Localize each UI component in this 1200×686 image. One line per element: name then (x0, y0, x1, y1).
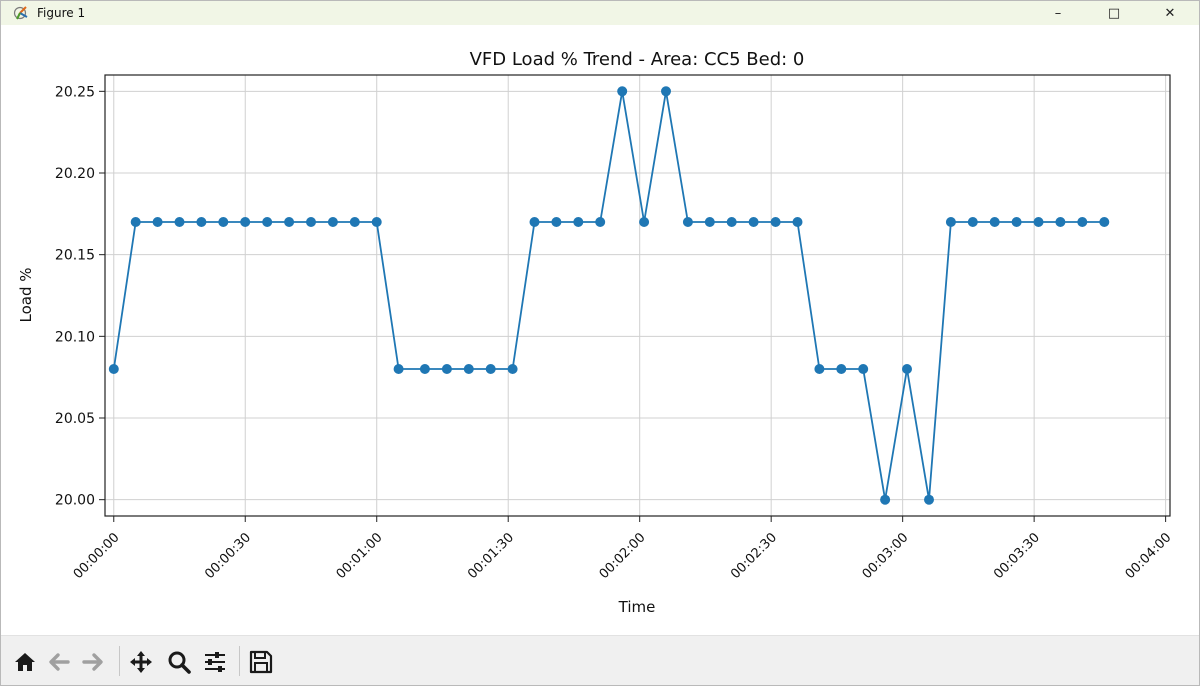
window-title: Figure 1 (37, 6, 86, 20)
data-point (371, 217, 382, 227)
data-point (485, 364, 496, 374)
x-tick-label: 00:03:30 (991, 530, 1043, 582)
data-point (639, 217, 650, 227)
data-point (1033, 217, 1044, 227)
data-point (529, 217, 540, 227)
data-point (393, 364, 404, 374)
matplotlib-app-icon (13, 4, 31, 22)
data-point (130, 217, 141, 227)
data-point (726, 217, 737, 227)
y-tick-label: 20.20 (55, 166, 95, 182)
close-icon: ✕ (1164, 5, 1176, 21)
data-point (836, 364, 847, 374)
pan-button[interactable] (127, 648, 155, 676)
series-line (112, 91, 1105, 500)
x-tick-label: 00:00:30 (202, 530, 254, 582)
data-point (989, 217, 1000, 227)
data-point (748, 217, 759, 227)
data-point (306, 217, 316, 227)
maximize-icon: □ (1107, 5, 1121, 21)
data-point (262, 217, 273, 227)
magnifier-icon (168, 651, 191, 674)
data-point (945, 217, 956, 227)
y-tick-label: 20.15 (55, 248, 95, 264)
data-point (924, 494, 934, 505)
chart-title: VFD Load % Trend - Area: CC5 Bed: 0 (470, 49, 805, 70)
data-point (573, 217, 584, 227)
data-point (682, 217, 693, 227)
data-point (595, 217, 606, 227)
x-tick-label: 00:02:30 (728, 530, 780, 582)
data-point (327, 217, 338, 227)
data-point (792, 217, 803, 227)
data-point (463, 364, 474, 374)
data-point (814, 364, 825, 374)
arrow-left-icon (49, 653, 70, 671)
x-tick-label: 00:02:00 (597, 530, 649, 582)
data-point (196, 217, 207, 227)
data-point (1055, 217, 1066, 227)
data-point (349, 217, 360, 227)
navigation-toolbar (1, 635, 1199, 685)
data-point (551, 217, 562, 227)
data-point (880, 494, 891, 505)
x-tick-label: 00:01:00 (334, 530, 386, 582)
y-tick-label: 20.05 (55, 411, 95, 427)
forward-button[interactable] (79, 648, 107, 676)
toolbar-separator (119, 646, 120, 676)
series-layer (108, 86, 1110, 505)
data-point (218, 217, 229, 227)
data-point (240, 217, 251, 227)
data-point (617, 86, 628, 97)
minimize-button[interactable]: – (1035, 1, 1081, 25)
configure-subplots-button[interactable] (201, 648, 229, 676)
data-point (507, 364, 518, 374)
data-point (152, 217, 163, 227)
y-tick-label: 20.10 (55, 329, 95, 345)
line-chart: 00:00:00 00:00:30 00:01:00 00:01:30 00:02:00… (17, 49, 1175, 616)
y-tick-label: 20.25 (55, 84, 95, 100)
data-point (770, 217, 781, 227)
data-point (1099, 217, 1110, 227)
move-icon (130, 651, 152, 673)
grid-lines (105, 75, 1170, 516)
back-button[interactable] (45, 648, 73, 676)
arrow-right-icon (82, 653, 103, 671)
title-bar[interactable]: Figure 1 – □ ✕ (1, 1, 1199, 25)
axis-ticks: 00:00:00 00:00:30 00:01:00 00:01:30 00:02:00… (55, 84, 1175, 582)
figure-canvas[interactable]: 00:00:00 00:00:30 00:01:00 00:01:30 00:02:00… (1, 25, 1199, 635)
x-axis-label: Time (618, 598, 656, 616)
maximize-button[interactable]: □ (1091, 1, 1137, 25)
save-button[interactable] (247, 648, 275, 676)
data-point (108, 364, 119, 374)
zoom-button[interactable] (165, 648, 193, 676)
axes-frame (104, 74, 1171, 517)
data-point (284, 217, 295, 227)
toolbar-separator (239, 646, 240, 676)
y-axis-label: Load % (17, 267, 35, 322)
close-button[interactable]: ✕ (1147, 1, 1193, 25)
home-button[interactable] (11, 648, 39, 676)
data-point (902, 364, 912, 374)
x-tick-label: 00:03:00 (860, 530, 912, 582)
sliders-icon (205, 652, 225, 672)
data-point (704, 217, 715, 227)
data-point (858, 364, 869, 374)
data-point (1077, 217, 1088, 227)
data-point (1011, 217, 1022, 227)
data-point (967, 217, 978, 227)
data-point (419, 364, 430, 374)
data-point (661, 86, 671, 97)
y-tick-label: 20.00 (55, 493, 95, 509)
x-tick-label: 00:01:30 (465, 530, 517, 582)
x-tick-label: 00:04:00 (1123, 530, 1175, 582)
x-tick-label: 00:00:00 (71, 530, 123, 582)
data-point (441, 364, 452, 374)
floppy-disk-icon (249, 650, 273, 674)
home-icon (15, 653, 35, 671)
minimize-icon: – (1054, 5, 1062, 21)
data-point (174, 217, 185, 227)
